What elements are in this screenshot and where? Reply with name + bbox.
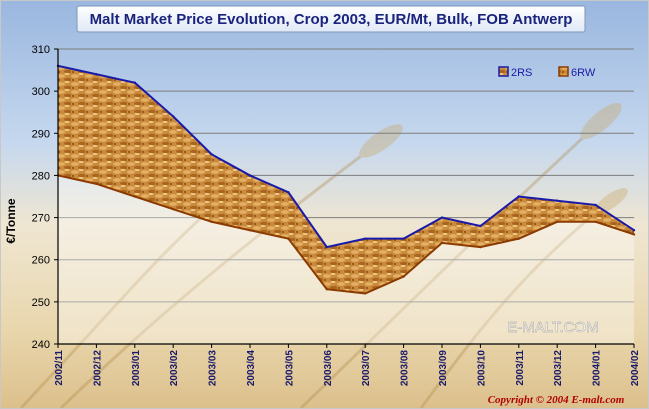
series-line-6rw bbox=[57, 174, 635, 295]
data-point-6rw-5 bbox=[248, 229, 252, 232]
data-point-6rw-10 bbox=[440, 241, 444, 245]
x-tick-label-2004-02: 2004/02 bbox=[630, 350, 641, 387]
data-point-2rs-14 bbox=[594, 203, 597, 207]
y-tick-label-280: 280 bbox=[32, 170, 50, 182]
data-point-6rw-1 bbox=[95, 182, 98, 186]
x-tick-label-2003-10: 2003/10 bbox=[476, 350, 487, 387]
data-point-6rw-2 bbox=[133, 195, 136, 198]
legend-swatch-2rs bbox=[498, 66, 509, 77]
x-tick-label-2002-12: 2002/12 bbox=[92, 350, 103, 387]
data-point-6rw-13 bbox=[556, 220, 559, 223]
data-point-2rs-13 bbox=[556, 199, 559, 202]
data-point-2rs-3 bbox=[172, 115, 175, 118]
y-tick-label-270: 270 bbox=[32, 213, 50, 225]
x-tick-label-2004-01: 2004/01 bbox=[592, 350, 603, 387]
data-point-6rw-12 bbox=[517, 237, 520, 240]
data-point-2rs-6 bbox=[287, 191, 290, 194]
copyright-text: Copyright © 2004 E-malt.com bbox=[488, 394, 625, 406]
data-point-6rw-9 bbox=[402, 275, 405, 278]
plot-area: 240 250 260 270 280 290 300 310 2002/11 2002/12 20… bbox=[32, 44, 641, 386]
x-tick-label-2003-05: 2003/05 bbox=[284, 350, 295, 387]
x-tick-label-2003-06: 2003/06 bbox=[323, 350, 334, 387]
data-point-6rw-7 bbox=[325, 288, 328, 291]
x-tick-label-2003-04: 2003/04 bbox=[246, 350, 257, 387]
data-point-2rs-7 bbox=[325, 245, 328, 249]
y-tick-label-250: 250 bbox=[32, 297, 50, 309]
x-tick-label-2003-09: 2003/09 bbox=[438, 350, 449, 387]
area-band-2rs-6rw bbox=[58, 65, 634, 294]
legend: 2RS 6RW bbox=[498, 66, 596, 79]
data-point-2rs-2 bbox=[133, 81, 136, 84]
y-tick-label-300: 300 bbox=[32, 86, 50, 98]
legend-label-2rs: 2RS bbox=[511, 67, 532, 79]
data-point-2rs-10 bbox=[440, 216, 444, 219]
y-tick-label-310: 310 bbox=[32, 44, 50, 56]
y-tick-label-290: 290 bbox=[32, 128, 50, 140]
data-point-6rw-11 bbox=[479, 245, 482, 249]
title-box bbox=[76, 5, 586, 33]
data-point-2rs-9 bbox=[402, 237, 405, 240]
y-axis-label: €/Tonne bbox=[4, 198, 18, 243]
legend-swatch-6rw bbox=[558, 66, 569, 77]
data-point-2rs-11 bbox=[479, 224, 482, 228]
x-tick-label-2003-03: 2003/03 bbox=[208, 350, 219, 387]
x-tick-label-2003-11: 2003/11 bbox=[515, 350, 526, 386]
data-point-6rw-14 bbox=[594, 220, 597, 223]
x-tick-label-2003-07: 2003/07 bbox=[361, 350, 372, 387]
series-line-2rs bbox=[57, 64, 635, 249]
x-tick-label-2003-08: 2003/08 bbox=[400, 350, 411, 387]
data-point-2rs-1 bbox=[95, 73, 98, 76]
x-tick-label-2003-02: 2003/02 bbox=[169, 350, 180, 387]
data-point-2rs-5 bbox=[248, 174, 252, 177]
y-tick-label-260: 260 bbox=[32, 255, 50, 267]
data-point-6rw-6 bbox=[287, 237, 290, 240]
legend-label-6rw: 6RW bbox=[571, 67, 596, 79]
data-point-2rs-12 bbox=[517, 195, 520, 198]
data-point-2rs-4 bbox=[210, 153, 213, 156]
x-tick-label-2003-12: 2003/12 bbox=[553, 350, 564, 387]
data-point-6rw-4 bbox=[210, 220, 213, 223]
data-point-2rs-15 bbox=[632, 229, 636, 232]
y-tick-label-240: 240 bbox=[32, 339, 50, 351]
wheat-background-decoration bbox=[19, 102, 628, 408]
chart-title: Malt Market Price Evolution, Crop 2003, … bbox=[90, 11, 573, 28]
data-point-6rw-3 bbox=[172, 207, 175, 211]
data-point-6rw-15 bbox=[632, 233, 636, 236]
x-tick-label-2003-01: 2003/01 bbox=[131, 350, 142, 387]
data-point-2rs-8 bbox=[364, 237, 367, 240]
area-below-6rw bbox=[58, 175, 634, 344]
data-point-6rw-8 bbox=[364, 292, 367, 295]
x-tick-label-2002-11: 2002/11 bbox=[54, 350, 65, 386]
watermark-text: E-MALT.COM bbox=[507, 319, 598, 336]
